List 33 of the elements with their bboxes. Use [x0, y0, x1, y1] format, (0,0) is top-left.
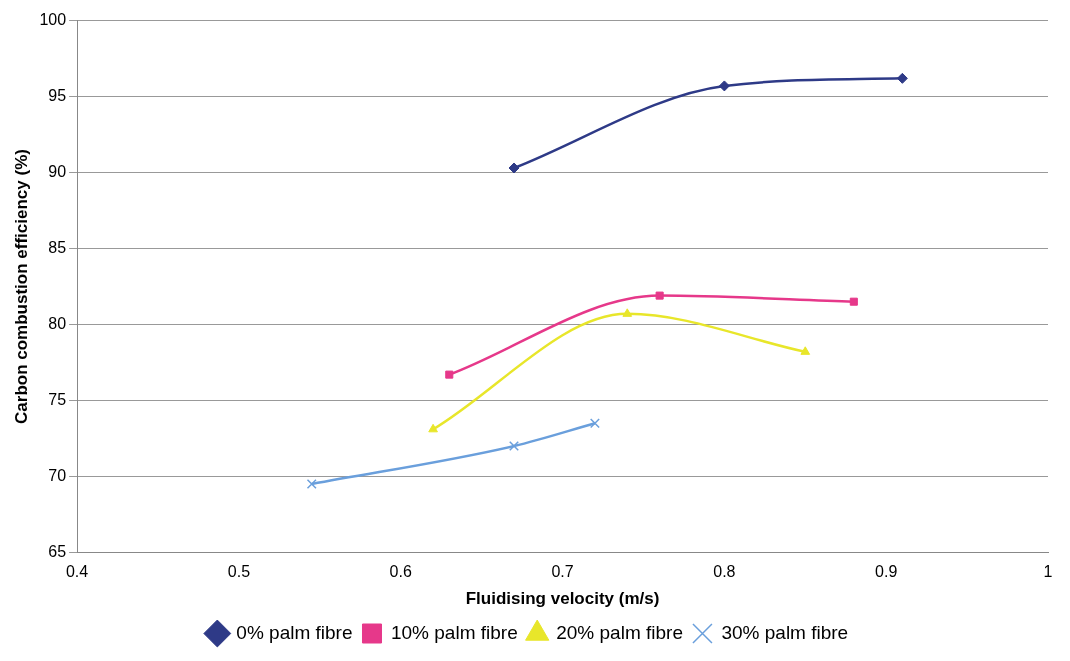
y-tick-label: 80 — [48, 314, 67, 332]
point — [622, 308, 633, 317]
point — [849, 297, 858, 306]
y-tick-label: 75 — [48, 390, 67, 408]
point — [306, 479, 317, 490]
point — [428, 423, 438, 433]
x-tick-label: 1 — [1043, 563, 1053, 581]
y-axis-title: Carbon combustion efficiency (%) — [11, 149, 31, 424]
x-tick-label: 0.6 — [389, 563, 412, 581]
y-tick-label: 70 — [48, 466, 67, 484]
x-tick-label: 0.7 — [551, 563, 574, 581]
legend-label: 10% palm fibre — [390, 621, 518, 643]
x-tick-label: 0.9 — [875, 563, 898, 581]
point — [896, 72, 908, 84]
x-tick-label: 0.8 — [713, 563, 736, 581]
legend-label: 0% palm fibre — [236, 621, 353, 643]
point — [445, 370, 454, 379]
point — [509, 441, 519, 452]
point — [718, 80, 730, 92]
y-tick-label: 65 — [48, 542, 67, 560]
y-tick-label: 95 — [48, 86, 67, 104]
legend-label: 30% palm fibre — [721, 621, 849, 643]
x-axis-title: Fluidising velocity (m/s) — [465, 589, 660, 609]
x-tick-label: 0.4 — [65, 563, 89, 581]
point — [589, 418, 600, 429]
x-tick-label: 0.5 — [227, 563, 251, 581]
y-tick-label: 90 — [48, 162, 67, 180]
legend-label: 20% palm fibre — [556, 621, 683, 643]
y-tick-label: 85 — [48, 238, 67, 256]
point — [508, 162, 520, 174]
point — [655, 291, 664, 300]
point — [800, 346, 811, 355]
y-tick-label: 100 — [39, 11, 67, 29]
